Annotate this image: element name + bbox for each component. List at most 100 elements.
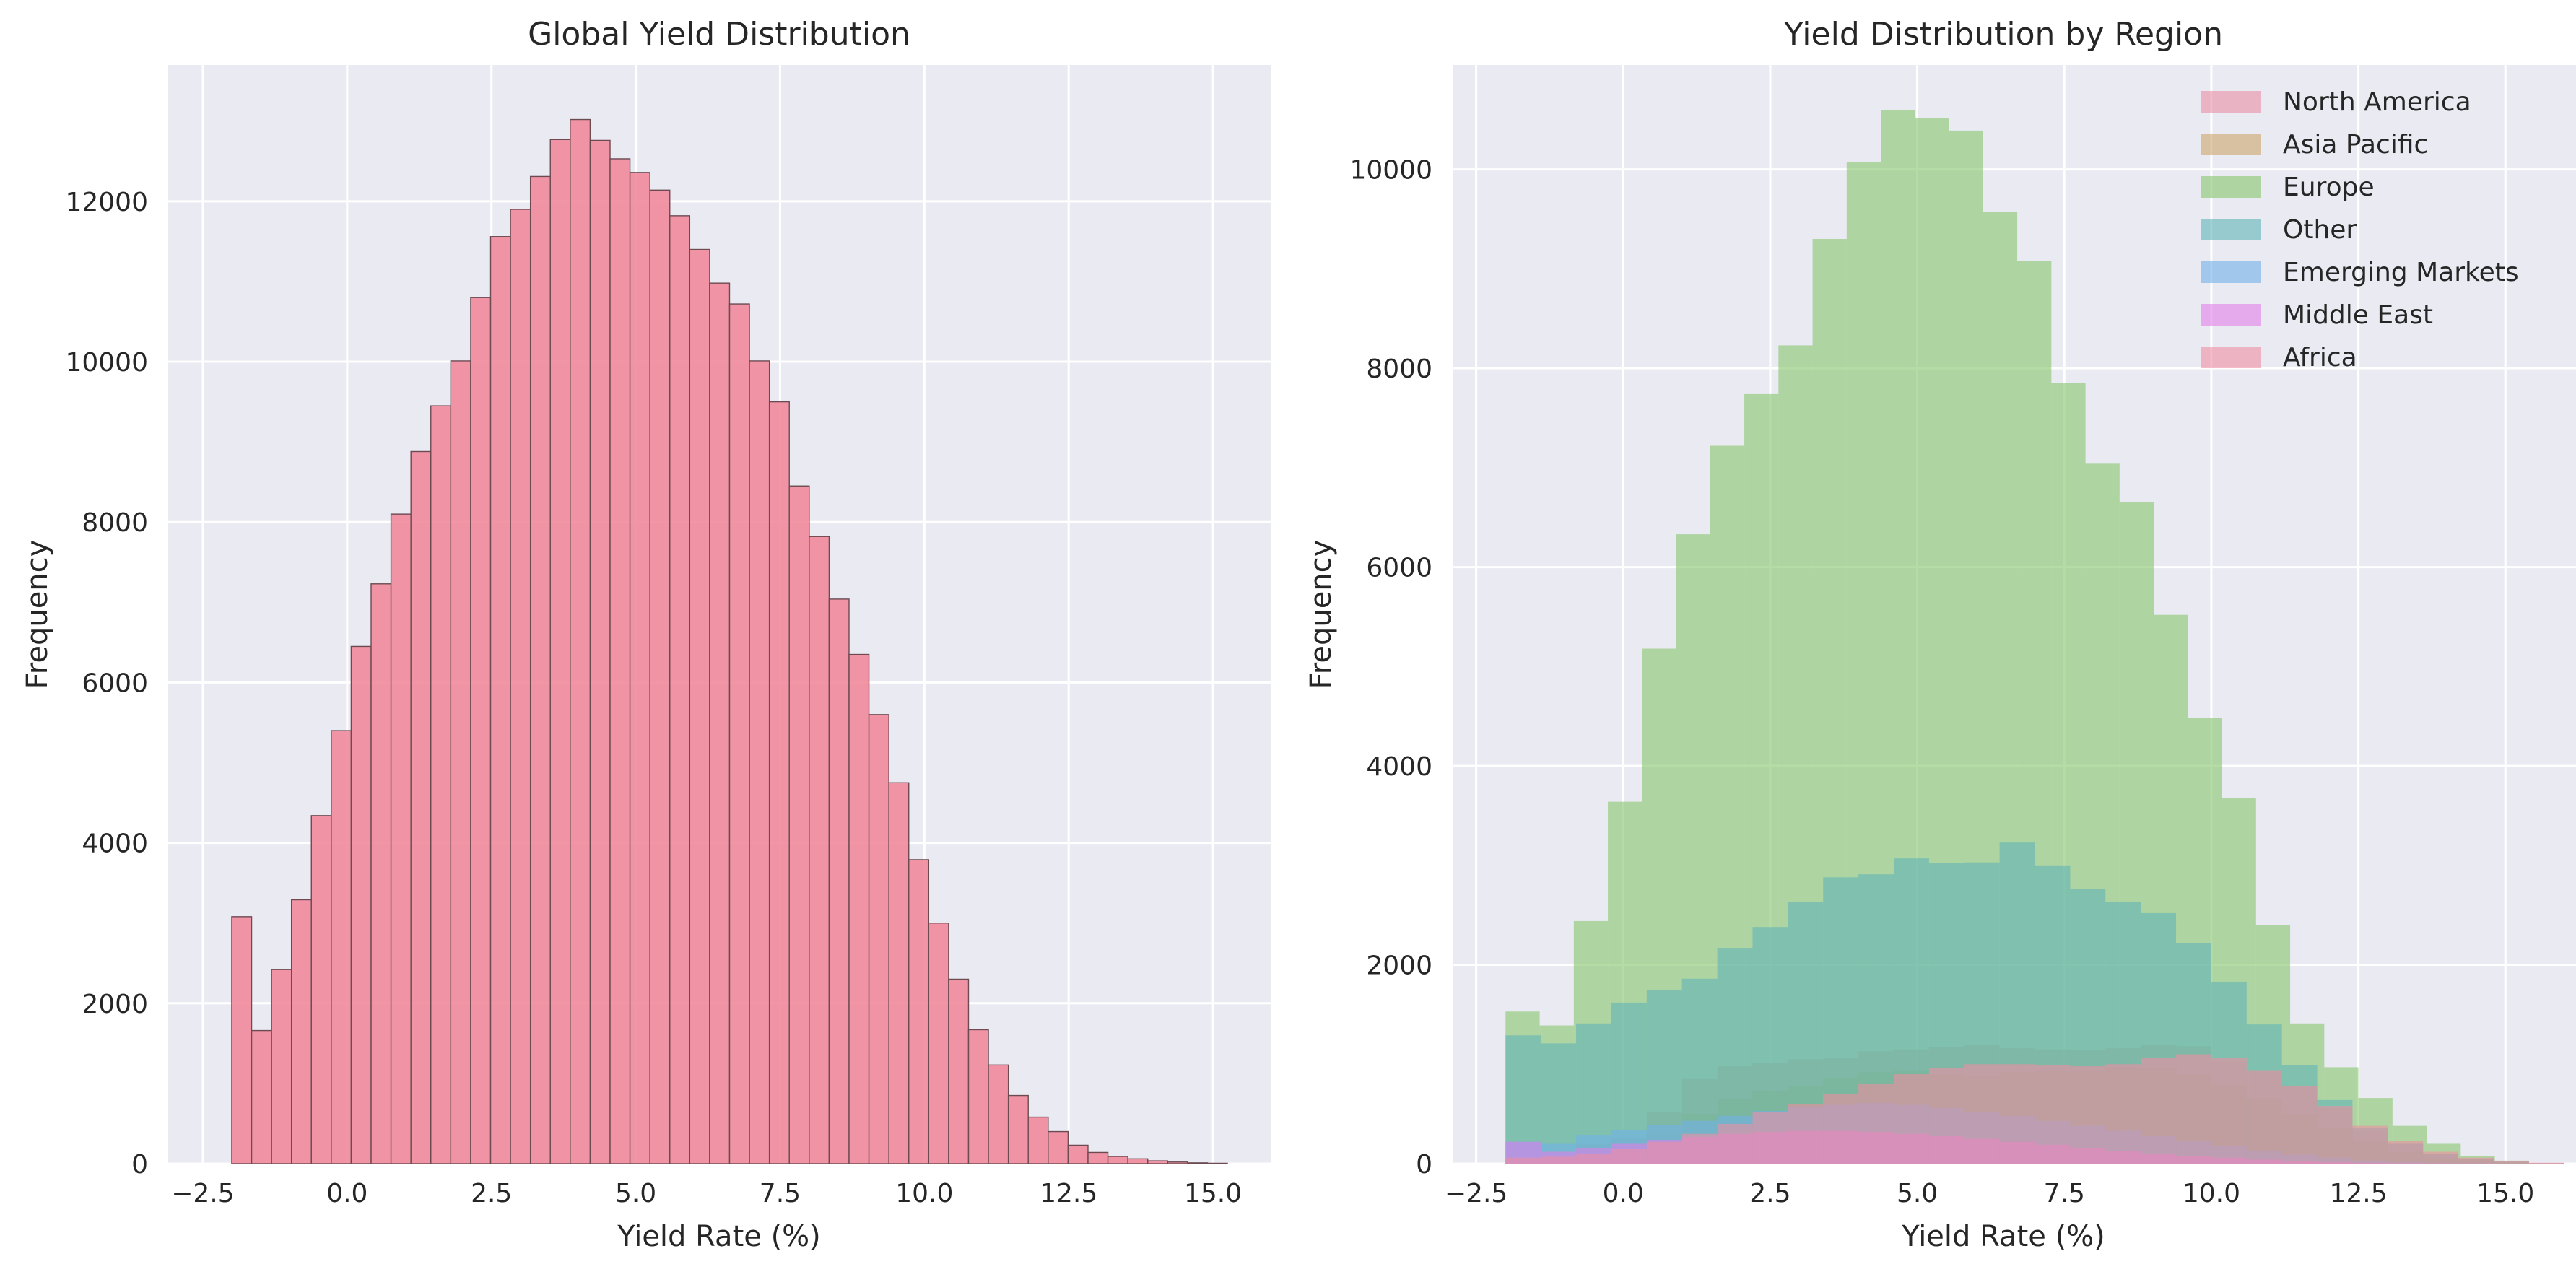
chart-title: Yield Distribution by Region [1783, 16, 2223, 53]
legend-swatch [2201, 134, 2261, 155]
histogram-bar [251, 1029, 272, 1164]
legend-label: Europe [2283, 173, 2375, 202]
chart-title: Global Yield Distribution [528, 16, 910, 53]
x-tick-label: 2.5 [471, 1179, 512, 1208]
histogram-bar [609, 158, 631, 1164]
regional-yield-histogram-panel: −2.5 0.0 2.5 5.0 7.5 10.0 12.5 15.0 0 2000 4000 60… [1305, 16, 2576, 1253]
x-tick-label: 7.5 [760, 1179, 801, 1208]
legend-swatch [2201, 176, 2261, 198]
legend-item: Africa [2201, 343, 2357, 372]
histogram-bar [570, 118, 591, 1164]
histogram-bar [669, 215, 691, 1164]
y-axis-label: Frequency [21, 540, 54, 689]
y-tick-label: 10000 [1349, 156, 1432, 186]
histogram-bars [1505, 109, 2564, 1164]
legend-label: Africa [2283, 343, 2357, 372]
histogram-bar [1187, 1162, 1209, 1164]
x-axis-label: Yield Rate (%) [1901, 1220, 2105, 1253]
x-tick-label: 7.5 [2044, 1179, 2085, 1208]
histogram-bar [1964, 1064, 2000, 1164]
histogram-bar [1107, 1156, 1128, 1164]
legend-label: Asia Pacific [2283, 130, 2428, 160]
y-tick-label: 8000 [82, 508, 148, 538]
histogram-bar [1087, 1151, 1109, 1164]
x-tick-labels: −2.5 0.0 2.5 5.0 7.5 10.0 12.5 15.0 [171, 1179, 1242, 1208]
histogram-bar [728, 303, 750, 1164]
histogram-bar [2070, 1066, 2106, 1164]
y-tick-label: 2000 [1366, 951, 1432, 981]
x-tick-labels: −2.5 0.0 2.5 5.0 7.5 10.0 12.5 15.0 [1445, 1179, 2534, 1208]
histogram-bar [1505, 1157, 1541, 1164]
histogram-bar [2105, 1064, 2141, 1164]
histogram-bar [470, 297, 492, 1164]
histogram-bar [649, 189, 671, 1164]
legend-item: Asia Pacific [2201, 130, 2428, 160]
histogram-bar [709, 282, 731, 1164]
x-tick-label: 12.5 [1040, 1179, 1097, 1208]
x-tick-label: 2.5 [1749, 1179, 1790, 1208]
histogram-bar [290, 899, 312, 1164]
histogram-bar [390, 513, 412, 1164]
histogram-bar [549, 139, 571, 1164]
histogram-bar [589, 139, 611, 1164]
y-tick-labels: 0 2000 4000 6000 8000 10000 [1349, 156, 1432, 1180]
y-tick-label: 0 [1416, 1150, 1432, 1180]
histogram-bar [1147, 1160, 1168, 1164]
x-tick-label: 0.0 [1603, 1179, 1644, 1208]
y-tick-label: 2000 [82, 990, 148, 1019]
histogram-bar [2281, 1086, 2318, 1164]
histogram-bar [2352, 1125, 2388, 1164]
legend-label: Middle East [2283, 300, 2433, 330]
series-africa [1505, 1054, 2564, 1164]
legend-swatch [2201, 261, 2261, 283]
histogram-bar [1007, 1094, 1029, 1164]
histogram-bar [1541, 1156, 1577, 1164]
histogram-bar [271, 969, 292, 1164]
y-tick-label: 4000 [1366, 752, 1432, 782]
histogram-bar [2423, 1151, 2459, 1164]
histogram-bar [310, 815, 332, 1164]
legend-swatch [2201, 304, 2261, 326]
histogram-bar [1027, 1116, 1049, 1164]
y-axis-label: Frequency [1305, 540, 1338, 689]
legend-item: Middle East [2201, 300, 2433, 330]
x-tick-label: −2.5 [171, 1179, 234, 1208]
histogram-bar [430, 405, 452, 1164]
legend-item: Other [2201, 215, 2357, 245]
histogram-bar [848, 653, 870, 1164]
x-tick-label: 12.5 [2329, 1179, 2387, 1208]
y-tick-label: 0 [131, 1150, 148, 1180]
histogram-bar [1541, 1043, 1577, 1164]
histogram-bar [370, 583, 392, 1164]
x-tick-label: 5.0 [1897, 1179, 1938, 1208]
histogram-bar [1823, 1094, 1859, 1164]
histogram-bar [1928, 1068, 1964, 1164]
histogram-bar [2388, 1141, 2424, 1164]
y-tick-labels: 0 2000 4000 6000 8000 10000 12000 [65, 188, 148, 1180]
histogram-bar [331, 730, 352, 1164]
histogram-bar [529, 175, 551, 1164]
histogram-bar [2493, 1161, 2529, 1164]
histogram-bar [788, 485, 810, 1164]
histogram-bar [1206, 1162, 1228, 1164]
histogram-bar [1893, 1074, 1929, 1164]
x-tick-label: 15.0 [2476, 1179, 2534, 1208]
histogram-bar [988, 1064, 1009, 1164]
histogram-bar [948, 978, 970, 1164]
histogram-bar [928, 923, 949, 1164]
histogram-bar [1611, 1149, 1647, 1164]
histogram-bar [689, 248, 710, 1164]
histogram-bar [2458, 1157, 2494, 1164]
histogram-bar [768, 401, 790, 1164]
x-tick-label: 10.0 [895, 1179, 953, 1208]
histogram-bar [2317, 1106, 2353, 1164]
histogram-bar [489, 236, 511, 1164]
histogram-bar [1788, 1104, 1824, 1164]
legend-item: Emerging Markets [2201, 258, 2519, 287]
histogram-bar [1681, 1133, 1718, 1164]
y-tick-label: 4000 [82, 829, 148, 859]
y-tick-label: 6000 [1366, 554, 1432, 583]
y-tick-label: 10000 [65, 348, 148, 378]
histogram-bar [908, 859, 930, 1164]
